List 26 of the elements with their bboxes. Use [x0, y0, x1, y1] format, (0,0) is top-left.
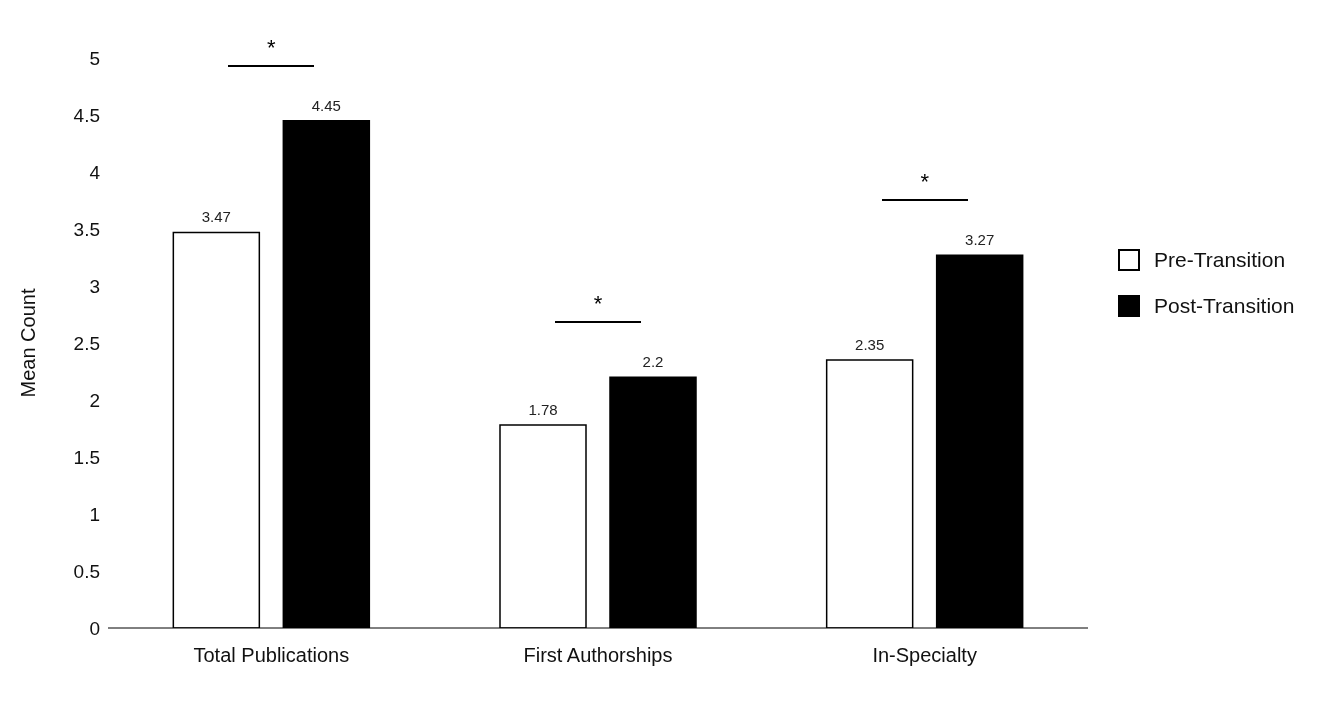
y-tick-label: 3.5 — [73, 218, 100, 240]
data-label: 3.27 — [965, 231, 995, 249]
y-tick-label: 0 — [89, 617, 100, 639]
y-tick-label: 1 — [89, 503, 100, 525]
y-tick-label: 1.5 — [73, 446, 100, 468]
y-tick-label: 5 — [89, 47, 100, 69]
y-tick-label: 4.5 — [73, 104, 100, 126]
data-label: 2.35 — [855, 336, 885, 354]
annotation: * — [919, 169, 930, 195]
y-axis-title: Mean Count — [17, 288, 40, 398]
data-label: 2.2 — [642, 353, 664, 371]
y-tick-label: 4 — [89, 161, 101, 183]
legend-label: Pre-Transition — [1154, 248, 1286, 272]
x-tick-label: In-Specialty — [872, 644, 977, 667]
y-tick-label: 3 — [89, 275, 100, 297]
y-tick-label: 0.5 — [73, 560, 100, 582]
y-tick-label: 2 — [89, 389, 100, 411]
annotation: * — [266, 34, 277, 60]
data-label: 1.78 — [528, 401, 558, 419]
legend-label: Post-Transition — [1154, 294, 1295, 318]
y-tick-label: 2.5 — [73, 332, 100, 354]
data-label: 4.45 — [311, 96, 341, 114]
annotation: * — [592, 291, 604, 317]
data-label: 3.47 — [201, 208, 231, 226]
x-tick-label: Total Publications — [193, 644, 350, 667]
x-tick-label: First Authorships — [523, 644, 673, 667]
